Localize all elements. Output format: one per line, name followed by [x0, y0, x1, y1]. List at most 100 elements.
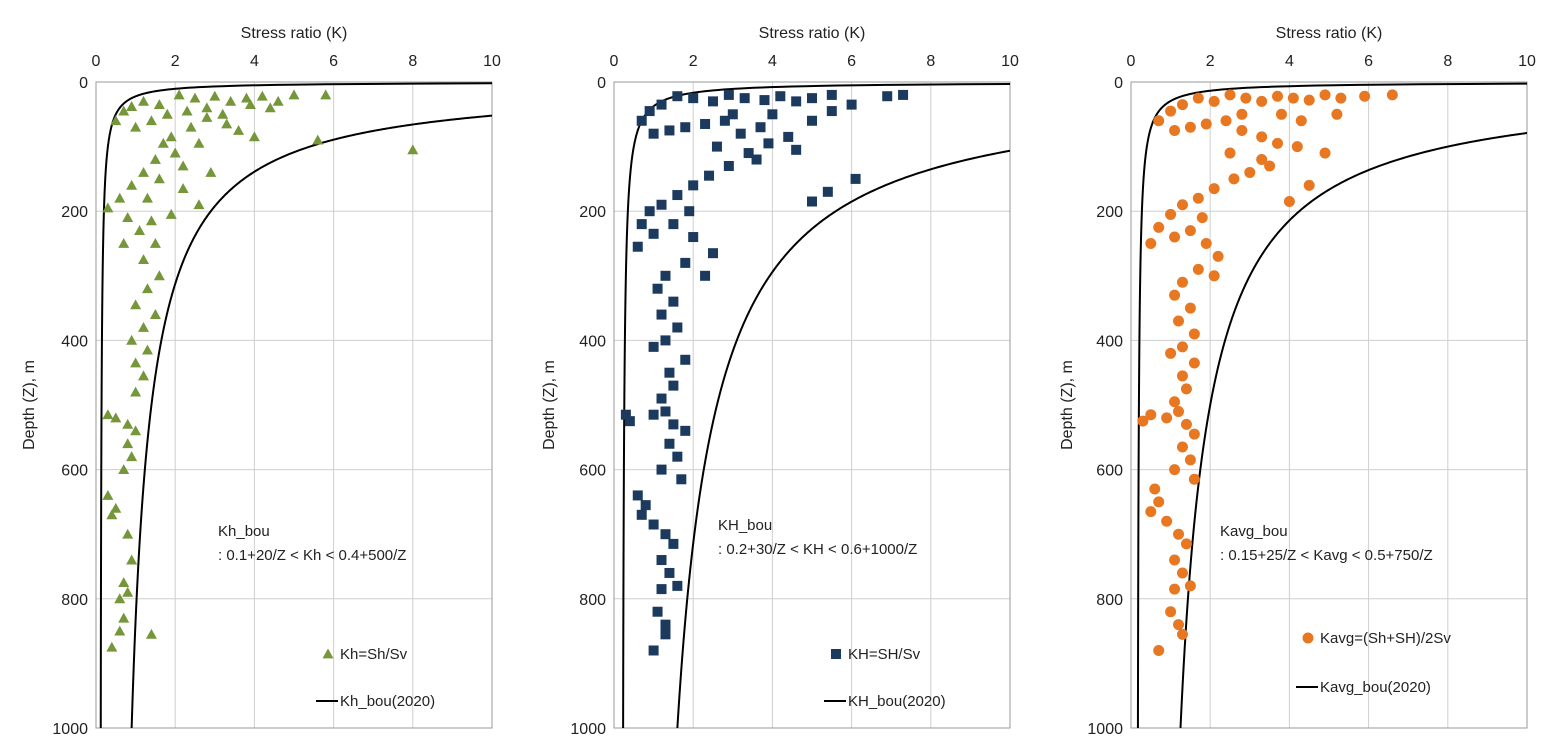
scatter-points — [1137, 89, 1398, 656]
data-point — [1319, 89, 1331, 101]
data-point — [1208, 270, 1220, 282]
data-point — [189, 92, 201, 103]
data-point — [688, 93, 699, 104]
plot-frame — [95, 81, 493, 729]
data-point — [882, 91, 893, 102]
data-point — [644, 206, 655, 217]
data-point — [1335, 92, 1347, 104]
legend-marker — [1302, 632, 1314, 644]
data-point — [826, 89, 837, 100]
data-point — [672, 190, 683, 201]
data-point — [106, 641, 118, 652]
y-tick-label: 1000 — [52, 721, 88, 738]
data-point — [680, 122, 691, 133]
data-point — [1169, 289, 1181, 301]
data-point — [668, 296, 679, 307]
data-point — [264, 102, 276, 113]
data-point — [118, 105, 130, 116]
data-point — [141, 192, 153, 203]
data-point — [660, 335, 671, 346]
bound-annotation-title: Kavg_bou — [1220, 523, 1288, 540]
data-point — [1184, 225, 1196, 237]
data-point — [656, 199, 667, 210]
data-point — [145, 115, 157, 126]
data-point — [157, 137, 169, 148]
data-point — [1153, 221, 1165, 233]
data-point — [193, 137, 205, 148]
data-point — [664, 438, 675, 449]
data-point — [1192, 263, 1204, 275]
data-point — [118, 464, 130, 474]
data-point — [130, 299, 142, 310]
data-point — [1287, 92, 1299, 104]
data-point — [118, 238, 130, 248]
data-point — [145, 628, 157, 639]
data-point — [1169, 231, 1181, 243]
y-axis-title: Depth (Z), m — [21, 360, 38, 450]
data-point — [1291, 141, 1303, 153]
data-point — [656, 99, 667, 110]
data-point — [1176, 341, 1188, 353]
x-tick-label: 8 — [1443, 53, 1452, 70]
upper-bound-curve — [130, 114, 492, 728]
data-point — [126, 554, 138, 565]
data-point — [114, 192, 126, 203]
data-point — [1180, 383, 1192, 395]
data-point — [632, 490, 643, 501]
data-point — [791, 144, 802, 155]
lower-bound-curve — [99, 82, 492, 728]
upper-bound-curve — [1179, 131, 1527, 728]
data-point — [173, 89, 185, 100]
y-tick-label: 600 — [1096, 463, 1123, 480]
scatter-points — [102, 89, 419, 652]
data-point — [153, 270, 165, 281]
data-point — [783, 131, 794, 142]
data-point — [126, 101, 138, 111]
data-point — [1303, 179, 1315, 191]
y-tick-label: 200 — [1096, 204, 1123, 221]
data-point — [110, 412, 122, 423]
y-tick-label: 400 — [579, 333, 606, 350]
scatter-points — [620, 89, 909, 656]
data-point — [1256, 131, 1268, 143]
data-point — [1386, 89, 1398, 101]
data-point — [1176, 628, 1188, 640]
data-point — [165, 208, 177, 219]
bound-annotation-title: KH_bou — [718, 517, 772, 534]
data-point — [1272, 137, 1284, 149]
data-point — [700, 118, 711, 129]
data-point — [1137, 415, 1149, 427]
data-point — [1176, 99, 1188, 111]
data-point — [755, 122, 766, 133]
data-point — [648, 341, 659, 352]
data-point — [1169, 583, 1181, 595]
data-point — [240, 92, 252, 103]
legend-line-label: KH_bou(2020) — [848, 693, 946, 710]
data-point — [288, 89, 300, 100]
data-point — [708, 96, 718, 107]
data-point — [114, 593, 126, 604]
data-point — [656, 464, 667, 475]
data-point — [106, 509, 118, 520]
data-point — [130, 357, 142, 368]
data-point — [1173, 315, 1185, 327]
data-point — [1169, 554, 1181, 566]
data-point — [660, 406, 671, 417]
data-point — [138, 166, 150, 177]
data-point — [807, 196, 817, 207]
data-point — [102, 489, 114, 500]
data-point — [656, 309, 667, 320]
data-point — [1228, 173, 1240, 185]
data-point — [1180, 418, 1192, 430]
data-point — [1200, 238, 1212, 249]
data-point — [672, 451, 683, 462]
data-point — [181, 105, 193, 116]
x-tick-label: 2 — [171, 53, 180, 70]
x-tick-label: 0 — [92, 53, 101, 70]
data-point — [648, 128, 659, 139]
data-point — [664, 367, 675, 378]
data-point — [122, 418, 134, 429]
legend: KH=SH/Sv KH_bou(2020) — [824, 646, 946, 710]
legend-marker — [322, 648, 334, 659]
